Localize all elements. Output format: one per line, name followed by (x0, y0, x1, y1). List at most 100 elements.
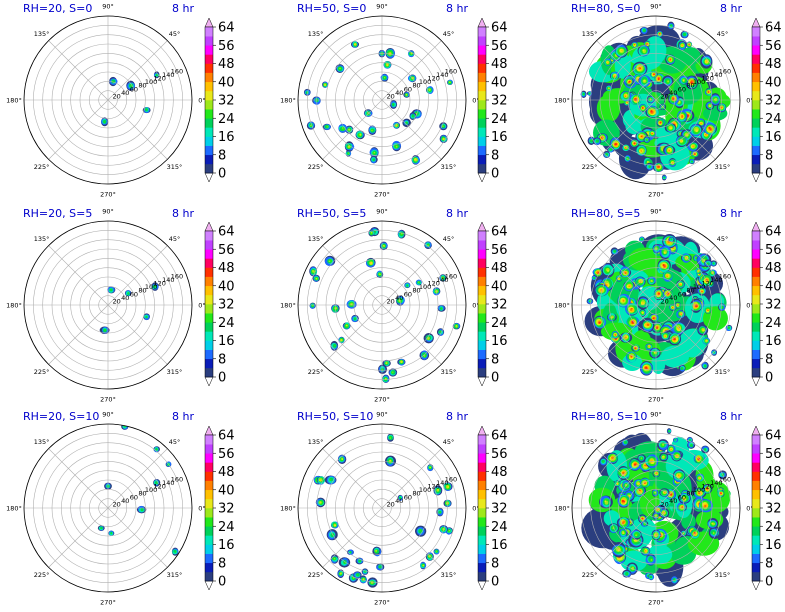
contour-blob (395, 145, 398, 148)
contour-blob (411, 53, 413, 55)
contour-blob (401, 361, 403, 363)
radial-tick-label: 160 (171, 67, 183, 75)
colorbar-segment (205, 276, 213, 287)
contour-field (309, 226, 461, 384)
contour-blob (588, 92, 591, 94)
colorbar-segment (752, 72, 760, 83)
colorbar-segment (205, 489, 213, 500)
radial-tick-label: 160 (445, 67, 457, 75)
angular-tick-label: 180° (554, 97, 570, 105)
contour-blob (650, 559, 653, 561)
contour-blob (339, 573, 341, 575)
colorbar-tick-label: 0 (765, 575, 773, 590)
colorbar-segment (752, 136, 760, 146)
colorbar-segment (478, 471, 486, 481)
colorbar-segment (752, 154, 760, 165)
radial-tick-label: 120 (428, 483, 440, 491)
colorbar-segment (478, 81, 486, 92)
contour-blob (700, 122, 702, 124)
angular-tick-label: 315° (441, 368, 457, 376)
contour-blob (644, 464, 646, 466)
colorbar-tick-label: 48 (765, 261, 782, 276)
contour-blob (712, 532, 715, 534)
colorbar-segment (205, 358, 213, 369)
colorbar-segment (205, 553, 213, 564)
colorbar-tick-label: 8 (491, 352, 499, 367)
colorbar-extend-min (751, 172, 761, 183)
contour-blob (634, 347, 636, 350)
contour-blob (422, 564, 424, 566)
colorbar-segment (478, 508, 486, 518)
contour-blob (359, 560, 361, 563)
contour-blob (705, 133, 707, 136)
colorbar: 0 8 16 24 32 40 48 56 64 (204, 17, 235, 183)
colorbar-segment (478, 535, 486, 545)
angular-gridline (107, 304, 168, 365)
colorbar-tick-label: 48 (218, 261, 235, 276)
contour-blob (651, 133, 653, 134)
colorbar-tick-label: 24 (491, 316, 508, 331)
colorbar: 0 8 16 24 32 40 48 56 64 (751, 17, 782, 183)
colorbar-segment (205, 72, 213, 83)
radial-tick-label: 160 (719, 67, 731, 75)
contour-blob (681, 506, 683, 508)
contour-blob (607, 62, 609, 64)
contour-blob (648, 345, 651, 348)
colorbar-segment (752, 489, 760, 500)
colorbar-segment (478, 45, 486, 55)
angular-tick-label: 0° (472, 505, 479, 513)
colorbar-segment (478, 331, 486, 341)
colorbar-segment (205, 331, 213, 341)
contour-blob (604, 500, 607, 503)
angular-tick-label: 270° (648, 191, 664, 199)
contour-blob (600, 289, 602, 291)
angular-gridline (655, 304, 716, 365)
colorbar-extend-max (204, 17, 214, 28)
contour-blob (429, 89, 431, 91)
angular-tick-label: 90° (102, 411, 114, 419)
colorbar-segment (752, 267, 760, 277)
colorbar-tick-label: 16 (765, 538, 782, 553)
contour-blob (647, 324, 649, 326)
contour-blob (644, 523, 646, 525)
radial-tick-label: 20 (112, 92, 120, 100)
panel-title-left: RH=80, S=0 (571, 2, 640, 15)
contour-blob (449, 81, 451, 83)
colorbar-segment (205, 267, 213, 277)
angular-tick-label: 315° (715, 368, 731, 376)
contour-blob (635, 347, 636, 349)
colorbar-segment (478, 562, 486, 573)
colorbar-segment (478, 100, 486, 110)
colorbar-segment (752, 553, 760, 564)
colorbar-segment (205, 340, 213, 350)
contour-blob (701, 291, 703, 293)
radial-tick-label: 20 (660, 92, 668, 100)
panel-title-right: 8 hr (172, 2, 194, 15)
radial-tick-label: 120 (154, 75, 166, 83)
colorbar-segment (478, 544, 486, 554)
colorbar-segment (752, 535, 760, 545)
contour-blob (359, 134, 362, 136)
angular-tick-label: 135° (582, 235, 598, 243)
panel-9: RH=80, S=10 8 hr0°45°90°135°180°225°270°3… (554, 410, 781, 607)
colorbar-segment (205, 517, 213, 527)
contour-blob (648, 345, 649, 347)
angular-tick-label: 225° (582, 163, 598, 171)
colorbar-segment (752, 249, 760, 259)
contour-blob (695, 305, 697, 307)
colorbar-tick-label: 56 (765, 39, 782, 54)
panel-title-left: RH=20, S=10 (23, 410, 99, 423)
radial-tick-label: 80 (412, 490, 420, 498)
contour-blob (152, 18, 157, 23)
contour-blob (618, 278, 620, 280)
angular-tick-label: 45° (717, 30, 729, 38)
contour-blob (664, 335, 666, 337)
angular-tick-label: 315° (167, 368, 183, 376)
panel-1: RH=20, S=0 8 hr 0° 45° 90° 135° 180° 225° 270° 31… (6, 2, 234, 199)
angular-tick-label: 135° (34, 30, 50, 38)
radial-tick-label: 20 (112, 297, 120, 305)
radial-tick-label: 160 (171, 272, 183, 280)
colorbar-segment (478, 340, 486, 350)
angular-tick-label: 315° (167, 571, 183, 579)
colorbar-segment (478, 267, 486, 277)
